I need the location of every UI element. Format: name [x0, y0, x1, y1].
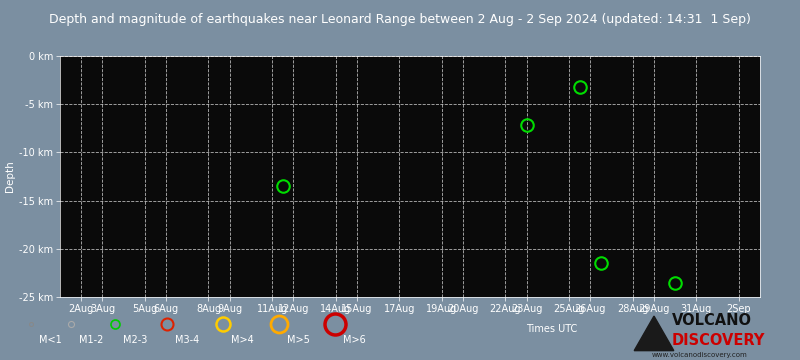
- Text: M>6: M>6: [343, 334, 366, 345]
- Text: M>4: M>4: [231, 334, 254, 345]
- Text: M2-3: M2-3: [123, 334, 147, 345]
- Text: M1-2: M1-2: [79, 334, 103, 345]
- Text: Depth and magnitude of earthquakes near Leonard Range between 2 Aug - 2 Sep 2024: Depth and magnitude of earthquakes near …: [49, 13, 751, 26]
- Text: Times UTC: Times UTC: [526, 324, 578, 334]
- Text: M3-4: M3-4: [175, 334, 199, 345]
- Text: www.volcanodiscovery.com: www.volcanodiscovery.com: [652, 352, 748, 358]
- Text: DISCOVERY: DISCOVERY: [672, 333, 766, 348]
- Text: M>5: M>5: [287, 334, 310, 345]
- Polygon shape: [634, 316, 674, 351]
- Y-axis label: Depth: Depth: [5, 161, 14, 192]
- Text: VOLCANO: VOLCANO: [672, 313, 752, 328]
- Text: M<1: M<1: [39, 334, 62, 345]
